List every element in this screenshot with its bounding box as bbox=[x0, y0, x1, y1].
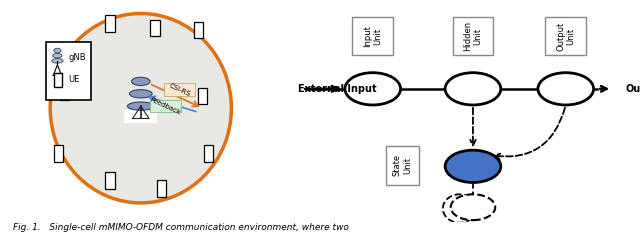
FancyBboxPatch shape bbox=[105, 172, 115, 189]
Circle shape bbox=[445, 73, 501, 105]
FancyBboxPatch shape bbox=[60, 83, 69, 100]
Ellipse shape bbox=[50, 14, 232, 203]
FancyBboxPatch shape bbox=[150, 100, 181, 112]
FancyBboxPatch shape bbox=[545, 17, 586, 55]
Text: External Input: External Input bbox=[298, 84, 377, 94]
Text: CSI-RS: CSI-RS bbox=[168, 82, 191, 97]
Text: UE: UE bbox=[68, 75, 80, 84]
Circle shape bbox=[451, 194, 495, 220]
FancyBboxPatch shape bbox=[157, 180, 166, 197]
FancyBboxPatch shape bbox=[105, 15, 115, 32]
Ellipse shape bbox=[52, 53, 62, 58]
Ellipse shape bbox=[54, 48, 61, 53]
Text: Output: Output bbox=[625, 84, 640, 94]
Text: Input
Unit: Input Unit bbox=[363, 25, 383, 47]
Text: Fig. 1.   Single-cell mMIMO-OFDM communication environment, where two: Fig. 1. Single-cell mMIMO-OFDM communica… bbox=[13, 223, 349, 232]
FancyBboxPatch shape bbox=[124, 110, 157, 123]
FancyBboxPatch shape bbox=[386, 146, 419, 185]
Ellipse shape bbox=[129, 90, 152, 98]
Ellipse shape bbox=[52, 58, 63, 63]
Text: Output
Unit: Output Unit bbox=[556, 22, 575, 51]
FancyBboxPatch shape bbox=[452, 17, 493, 55]
Text: State
Unit: State Unit bbox=[393, 154, 412, 176]
FancyBboxPatch shape bbox=[194, 22, 203, 38]
FancyBboxPatch shape bbox=[353, 17, 393, 55]
FancyBboxPatch shape bbox=[150, 20, 160, 36]
Ellipse shape bbox=[127, 102, 154, 110]
Circle shape bbox=[345, 73, 401, 105]
FancyBboxPatch shape bbox=[198, 88, 207, 104]
FancyBboxPatch shape bbox=[164, 84, 195, 96]
Circle shape bbox=[445, 150, 501, 183]
FancyBboxPatch shape bbox=[46, 42, 92, 100]
Circle shape bbox=[538, 73, 594, 105]
FancyBboxPatch shape bbox=[54, 73, 62, 87]
Ellipse shape bbox=[132, 77, 150, 86]
FancyBboxPatch shape bbox=[54, 145, 63, 162]
Text: Hidden
Unit: Hidden Unit bbox=[463, 21, 483, 51]
FancyBboxPatch shape bbox=[204, 145, 214, 162]
Text: gNB: gNB bbox=[68, 53, 86, 62]
Text: Feedback: Feedback bbox=[149, 96, 182, 116]
